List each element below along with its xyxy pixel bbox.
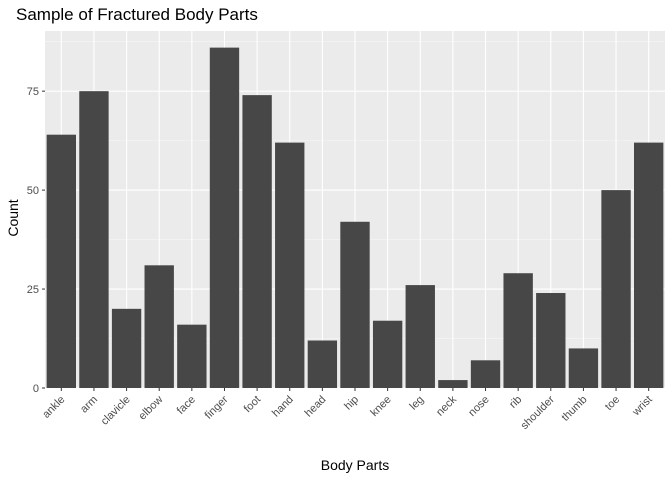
x-tick-label: face xyxy=(175,394,198,417)
bar-hip xyxy=(340,221,370,388)
bar-foot xyxy=(242,95,272,388)
bar-elbow xyxy=(144,265,174,388)
x-tick-label: toe xyxy=(603,394,622,413)
bar-nose xyxy=(470,360,501,388)
x-tick-label: hip xyxy=(342,394,361,413)
x-tick-label: shoulder xyxy=(519,393,558,432)
bar-hand xyxy=(275,142,305,388)
x-tick-label: thumb xyxy=(559,394,589,424)
x-axis-title: Body Parts xyxy=(321,457,389,473)
x-tick-label: finger xyxy=(203,393,231,421)
y-tick-label: 50 xyxy=(27,185,39,197)
bar-neck xyxy=(438,380,468,388)
y-axis: 0 25 50 75 xyxy=(27,86,45,395)
x-tick-label: neck xyxy=(434,393,459,418)
bar-face xyxy=(177,324,207,388)
y-axis-title: Count xyxy=(5,199,21,236)
y-tick-label: 75 xyxy=(27,86,39,98)
y-tick-label: 0 xyxy=(33,383,39,395)
x-tick-label: nose xyxy=(466,394,491,419)
y-tick-label: 25 xyxy=(27,284,39,296)
x-tick-label: ankle xyxy=(40,394,67,421)
x-tick-label: head xyxy=(303,394,329,420)
bar-clavicle xyxy=(111,308,142,388)
bar-ankle xyxy=(46,134,76,388)
x-tick-label: foot xyxy=(242,394,263,415)
bar-rib xyxy=(503,273,533,388)
bar-wrist xyxy=(634,142,664,388)
x-tick-label: rib xyxy=(507,394,524,411)
bar-shoulder xyxy=(536,293,566,388)
bar-knee xyxy=(372,320,403,388)
chart-title: Sample of Fractured Body Parts xyxy=(16,5,258,24)
x-tick-label: arm xyxy=(78,394,100,416)
x-tick-label: knee xyxy=(368,394,393,419)
x-tick-label: clavicle xyxy=(99,394,133,428)
bar-finger xyxy=(209,47,240,389)
bar-arm xyxy=(79,91,109,389)
x-tick-label: hand xyxy=(270,394,296,420)
bar-leg xyxy=(405,285,435,388)
bars xyxy=(46,47,664,389)
x-tick-label: wrist xyxy=(630,394,655,419)
bar-head xyxy=(307,340,338,388)
bar-thumb xyxy=(568,348,599,388)
x-tick-label: elbow xyxy=(137,394,166,423)
bar-toe xyxy=(601,190,631,388)
x-tick-label: leg xyxy=(408,394,427,413)
